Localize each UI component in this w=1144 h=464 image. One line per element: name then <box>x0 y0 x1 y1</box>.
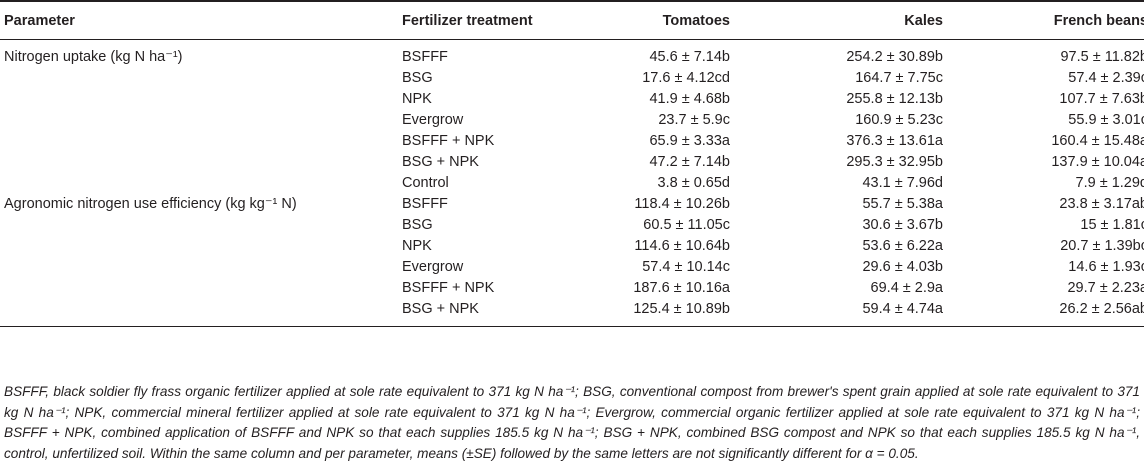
tomatoes-cell: 187.6 ± 10.16a <box>633 280 730 296</box>
french-beans-cell: 20.7 ± 1.39bc <box>1060 238 1144 254</box>
table-row: BSG + NPK 125.4 ± 10.89b 59.4 ± 4.74a 26.2 … <box>0 299 1144 327</box>
kales-cell: 376.3 ± 13.61a <box>846 133 943 149</box>
french-beans-cell: 55.9 ± 3.01c <box>1068 112 1144 128</box>
tomatoes-cell: 47.2 ± 7.14b <box>649 154 730 170</box>
parameter-cell <box>0 215 402 236</box>
tomatoes-cell: 23.7 ± 5.9c <box>658 112 730 128</box>
kales-cell: 69.4 ± 2.9a <box>870 280 943 296</box>
french-beans-cell: 7.9 ± 1.29d <box>1075 175 1144 191</box>
parameter-cell: Agronomic nitrogen use efficiency (kg kg… <box>4 196 297 212</box>
header-french-beans: French beans <box>943 0 1144 40</box>
kales-cell: 255.8 ± 12.13b <box>846 91 943 107</box>
parameter-cell <box>0 173 402 194</box>
table-footnote: BSFFF, black soldier fly frass organic f… <box>4 384 1140 461</box>
treatment-cell: Evergrow <box>402 112 464 128</box>
kales-cell: 295.3 ± 32.95b <box>846 154 943 170</box>
treatment-cell: BSG + NPK <box>402 154 479 170</box>
header-kales: Kales <box>730 0 943 40</box>
treatment-cell: BSFFF <box>402 49 448 65</box>
parameter-cell <box>0 236 402 257</box>
results-table: Parameter Fertilizer treatment Tomatoes … <box>0 0 1144 327</box>
tomatoes-cell: 114.6 ± 10.64b <box>634 238 730 254</box>
french-beans-cell: 29.7 ± 2.23a <box>1067 280 1144 296</box>
table-row: Nitrogen uptake (kg N ha⁻¹) BSFFF 45.6 ± 7… <box>0 40 1144 69</box>
table-row: BSFFF + NPK 65.9 ± 3.33a 376.3 ± 13.61a 160… <box>0 131 1144 152</box>
parameter-cell <box>0 89 402 110</box>
kales-cell: 55.7 ± 5.38a <box>862 196 943 212</box>
tomatoes-cell: 57.4 ± 10.14c <box>642 259 730 275</box>
table-row: Evergrow 57.4 ± 10.14c 29.6 ± 4.03b 14.6 ± … <box>0 257 1144 278</box>
header-row: Parameter Fertilizer treatment Tomatoes … <box>0 0 1144 40</box>
kales-cell: 59.4 ± 4.74a <box>862 301 943 317</box>
kales-cell: 43.1 ± 7.96d <box>862 175 943 191</box>
header-tomatoes: Tomatoes <box>584 0 730 40</box>
kales-cell: 30.6 ± 3.67b <box>862 217 943 233</box>
french-beans-cell: 97.5 ± 11.82b <box>1060 49 1144 65</box>
table-row: BSG 17.6 ± 4.12cd 164.7 ± 7.75c 57.4 ± 2.39… <box>0 68 1144 89</box>
header-parameter: Parameter <box>0 0 402 40</box>
parameter-cell <box>0 278 402 299</box>
table-row: NPK 41.9 ± 4.68b 255.8 ± 12.13b 107.7 ± 7.6… <box>0 89 1144 110</box>
table-row: BSG + NPK 47.2 ± 7.14b 295.3 ± 32.95b 137.9… <box>0 152 1144 173</box>
treatment-cell: BSG + NPK <box>402 301 479 317</box>
parameter-cell <box>0 257 402 278</box>
tomatoes-cell: 125.4 ± 10.89b <box>633 301 730 317</box>
parameter-cell <box>0 110 402 131</box>
table-row: BSFFF + NPK 187.6 ± 10.16a 69.4 ± 2.9a 29.7… <box>0 278 1144 299</box>
kales-cell: 254.2 ± 30.89b <box>846 49 943 65</box>
treatment-cell: Control <box>402 175 449 191</box>
french-beans-cell: 14.6 ± 1.93c <box>1068 259 1144 275</box>
table-row: NPK 114.6 ± 10.64b 53.6 ± 6.22a 20.7 ± 1.39… <box>0 236 1144 257</box>
parameter-cell <box>0 131 402 152</box>
parameter-cell <box>0 152 402 173</box>
table-row: Agronomic nitrogen use efficiency (kg kg… <box>0 194 1144 215</box>
treatment-cell: BSG <box>402 217 433 233</box>
french-beans-cell: 15 ± 1.81c <box>1080 217 1144 233</box>
treatment-cell: BSFFF <box>402 196 448 212</box>
tomatoes-cell: 41.9 ± 4.68b <box>649 91 730 107</box>
tomatoes-cell: 3.8 ± 0.65d <box>657 175 730 191</box>
table-row: Control 3.8 ± 0.65d 43.1 ± 7.96d 7.9 ± 1.29… <box>0 173 1144 194</box>
header-fertilizer-treatment: Fertilizer treatment <box>402 0 584 40</box>
treatment-cell: BSG <box>402 70 433 86</box>
table-row: BSG 60.5 ± 11.05c 30.6 ± 3.67b 15 ± 1.81c <box>0 215 1144 236</box>
treatment-cell: BSFFF + NPK <box>402 280 495 296</box>
kales-cell: 164.7 ± 7.75c <box>855 70 943 86</box>
tomatoes-cell: 60.5 ± 11.05c <box>643 217 730 233</box>
french-beans-cell: 137.9 ± 10.04a <box>1051 154 1144 170</box>
treatment-cell: BSFFF + NPK <box>402 133 495 149</box>
treatment-cell: NPK <box>402 91 432 107</box>
tomatoes-cell: 118.4 ± 10.26b <box>634 196 730 212</box>
tomatoes-cell: 45.6 ± 7.14b <box>649 49 730 65</box>
french-beans-cell: 107.7 ± 7.63b <box>1059 91 1144 107</box>
french-beans-cell: 57.4 ± 2.39c <box>1068 70 1144 86</box>
french-beans-cell: 23.8 ± 3.17ab <box>1059 196 1144 212</box>
french-beans-cell: 160.4 ± 15.48a <box>1051 133 1144 149</box>
tomatoes-cell: 65.9 ± 3.33a <box>649 133 730 149</box>
parameter-cell: Nitrogen uptake (kg N ha⁻¹) <box>4 49 183 65</box>
french-beans-cell: 26.2 ± 2.56ab <box>1059 301 1144 317</box>
kales-cell: 53.6 ± 6.22a <box>862 238 943 254</box>
tomatoes-cell: 17.6 ± 4.12cd <box>642 70 730 86</box>
parameter-cell <box>0 299 402 327</box>
treatment-cell: NPK <box>402 238 432 254</box>
kales-cell: 29.6 ± 4.03b <box>862 259 943 275</box>
table-row: Evergrow 23.7 ± 5.9c 160.9 ± 5.23c 55.9 ± 3… <box>0 110 1144 131</box>
treatment-cell: Evergrow <box>402 259 464 275</box>
parameter-cell <box>0 68 402 89</box>
kales-cell: 160.9 ± 5.23c <box>855 112 943 128</box>
table-body: Nitrogen uptake (kg N ha⁻¹) BSFFF 45.6 ± 7… <box>0 40 1144 327</box>
